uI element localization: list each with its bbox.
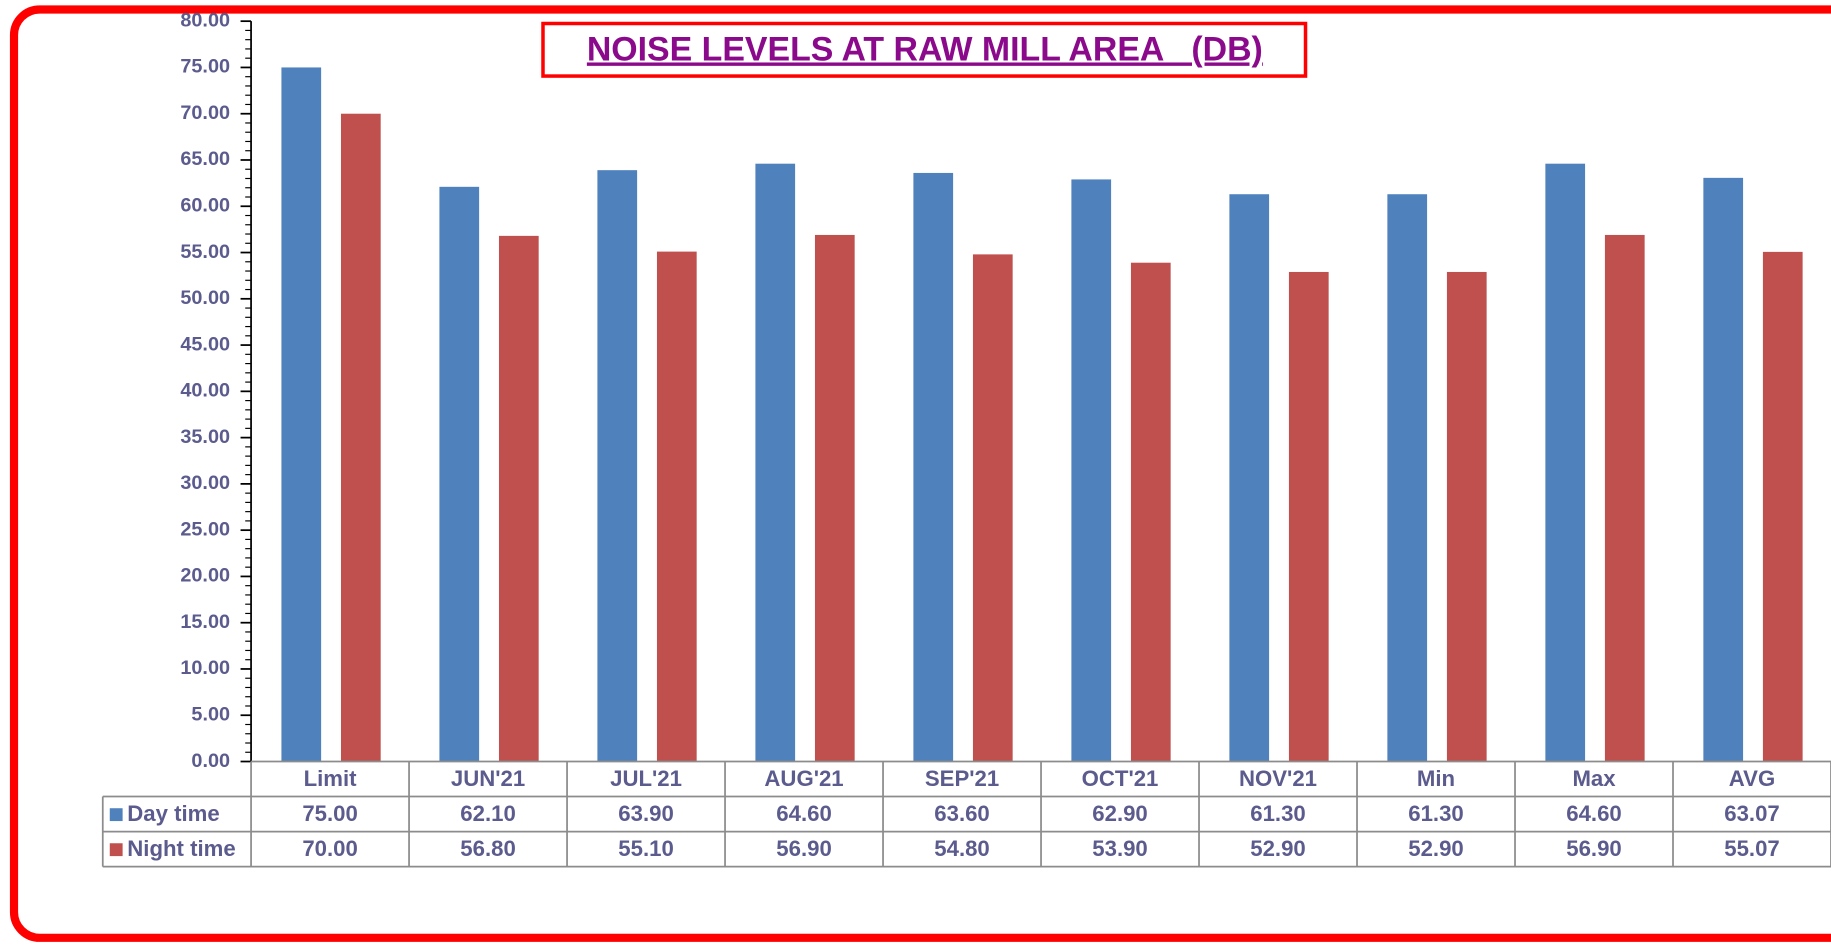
x-tick-label: AVG — [1729, 766, 1775, 791]
legend-label: Day time — [127, 801, 219, 826]
y-tick-label: 80.00 — [180, 9, 230, 31]
x-tick-label: Max — [1572, 766, 1616, 791]
bar — [439, 186, 480, 762]
bar — [1545, 163, 1586, 762]
bar — [913, 172, 954, 762]
table-value: 63.90 — [618, 801, 673, 826]
x-tick-label: OCT'21 — [1082, 766, 1159, 791]
table-value: 63.07 — [1724, 801, 1779, 826]
bar — [1703, 177, 1744, 762]
table-value: 54.80 — [934, 836, 989, 861]
table-value: 55.10 — [618, 836, 673, 861]
y-tick-label: 35.00 — [180, 426, 230, 448]
x-tick-label: Min — [1417, 766, 1455, 791]
y-tick-label: 15.00 — [180, 611, 230, 633]
x-tick-label: SEP'21 — [925, 766, 999, 791]
bar — [1604, 234, 1645, 762]
table-value: 62.90 — [1092, 801, 1147, 826]
table-value: 56.90 — [776, 836, 831, 861]
bar — [597, 170, 638, 762]
bar — [1446, 271, 1487, 762]
bar — [656, 251, 697, 762]
y-tick-label: 20.00 — [180, 565, 230, 587]
x-tick-label: Limit — [304, 766, 358, 791]
legend-swatch — [109, 843, 123, 857]
bar — [281, 67, 322, 762]
x-tick-label: JUL'21 — [610, 766, 682, 791]
y-tick-label: 55.00 — [180, 241, 230, 263]
y-tick-label: 65.00 — [180, 148, 230, 170]
table-value: 64.60 — [776, 801, 831, 826]
frame — [9, 5, 1831, 942]
y-tick-label: 60.00 — [180, 195, 230, 217]
chart-title: NOISE LEVELS AT RAW MILL AREA (DB) — [587, 30, 1263, 68]
bar — [1762, 251, 1803, 762]
table-value: 52.90 — [1408, 836, 1463, 861]
bar — [1387, 194, 1428, 762]
y-tick-label: 0.00 — [191, 750, 230, 772]
y-tick-label: 25.00 — [180, 518, 230, 540]
table-value: 64.60 — [1566, 801, 1621, 826]
table-value: 52.90 — [1250, 836, 1305, 861]
y-tick-label: 50.00 — [180, 287, 230, 309]
table-value: 63.60 — [934, 801, 989, 826]
x-tick-label: NOV'21 — [1239, 766, 1317, 791]
table-value: 75.00 — [302, 801, 357, 826]
bar — [972, 254, 1013, 762]
table-value: 61.30 — [1250, 801, 1305, 826]
table-value: 55.07 — [1724, 836, 1779, 861]
title-box — [541, 21, 1308, 78]
bar — [340, 113, 381, 762]
y-tick-label: 75.00 — [180, 56, 230, 78]
bar — [1229, 194, 1270, 762]
bar — [814, 234, 855, 762]
bar — [1130, 262, 1171, 762]
y-tick-label: 10.00 — [180, 657, 230, 679]
bar — [498, 235, 539, 762]
table-value: 70.00 — [302, 836, 357, 861]
bar — [755, 163, 796, 762]
table-value: 62.10 — [460, 801, 515, 826]
y-tick-label: 45.00 — [180, 333, 230, 355]
y-tick-label: 5.00 — [191, 703, 230, 725]
bar — [1288, 271, 1329, 762]
y-tick-label: 30.00 — [180, 472, 230, 494]
x-tick-label: AUG'21 — [764, 766, 843, 791]
table-value: 56.80 — [460, 836, 515, 861]
table-value: 53.90 — [1092, 836, 1147, 861]
x-tick-label: JUN'21 — [451, 766, 525, 791]
legend-swatch — [109, 808, 123, 822]
table-value: 56.90 — [1566, 836, 1621, 861]
y-tick-label: 40.00 — [180, 380, 230, 402]
table-value: 61.30 — [1408, 801, 1463, 826]
bar — [1071, 179, 1112, 762]
legend-label: Night time — [127, 836, 235, 861]
y-tick-label: 70.00 — [180, 102, 230, 124]
